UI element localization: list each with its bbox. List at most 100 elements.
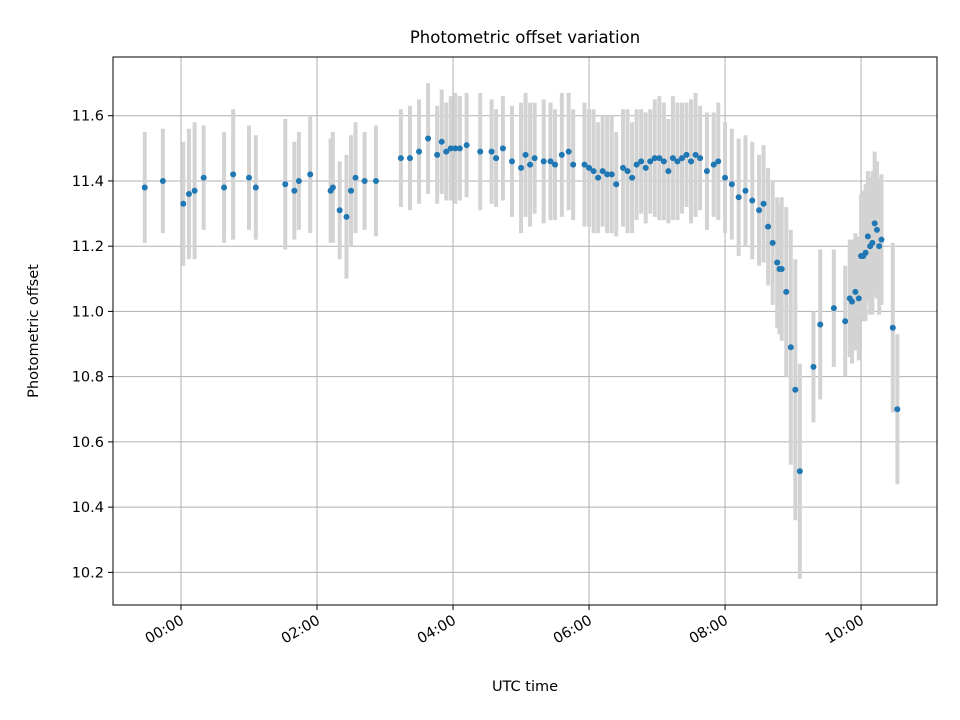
y-tick-label: 10.2 xyxy=(72,565,104,581)
data-point xyxy=(552,161,559,168)
plot-frame xyxy=(112,56,938,606)
chart-title: Photometric offset variation xyxy=(410,28,640,47)
data-point xyxy=(735,194,742,201)
data-point xyxy=(508,158,515,165)
data-point xyxy=(499,145,506,152)
data-point xyxy=(783,288,790,295)
data-point xyxy=(570,161,577,168)
data-point xyxy=(159,177,166,184)
data-point xyxy=(463,142,470,149)
data-point xyxy=(624,168,631,175)
data-point xyxy=(191,187,198,194)
data-point xyxy=(246,174,253,181)
data-point xyxy=(642,164,649,171)
data-point xyxy=(638,158,645,165)
data-point xyxy=(796,468,803,475)
data-point xyxy=(697,155,704,162)
data-point xyxy=(848,298,855,305)
y-tick-label: 10.8 xyxy=(72,370,104,386)
data-point xyxy=(683,151,690,158)
data-point xyxy=(252,184,259,191)
y-tick-label: 11.0 xyxy=(72,304,104,320)
data-point xyxy=(692,151,699,158)
data-point xyxy=(438,138,445,145)
data-point xyxy=(728,181,735,188)
data-point xyxy=(425,135,432,142)
data-point xyxy=(221,184,228,191)
data-point xyxy=(842,318,849,325)
data-point xyxy=(760,200,767,207)
data-point xyxy=(613,181,620,188)
data-point xyxy=(722,174,729,181)
data-point xyxy=(493,155,500,162)
data-point xyxy=(660,158,667,165)
data-point xyxy=(703,168,710,175)
data-point xyxy=(527,161,534,168)
data-point xyxy=(656,155,663,162)
y-tick-label: 11.6 xyxy=(72,109,104,125)
data-point xyxy=(688,158,695,165)
data-point xyxy=(581,161,588,168)
y-tick-label: 11.4 xyxy=(72,174,104,190)
data-point xyxy=(604,171,611,178)
data-point xyxy=(629,174,636,181)
data-point xyxy=(889,324,896,331)
y-axis-ticks: 10.2 10.4 10.6 10.8 11.0 11.2 11.4 11.6 xyxy=(72,109,113,581)
data-point xyxy=(620,164,627,171)
data-point xyxy=(787,344,794,351)
y-tick-label: 10.4 xyxy=(72,500,104,516)
data-point xyxy=(180,200,187,207)
data-point xyxy=(434,151,441,158)
data-point xyxy=(477,148,484,155)
data-point xyxy=(742,187,749,194)
data-point xyxy=(291,187,298,194)
data-point xyxy=(810,363,817,370)
data-point xyxy=(599,168,606,175)
data-point xyxy=(871,220,878,227)
data-point xyxy=(141,184,148,191)
data-point xyxy=(710,161,717,168)
data-points xyxy=(141,135,901,475)
data-point xyxy=(361,177,368,184)
data-point xyxy=(665,168,672,175)
data-point xyxy=(230,171,237,178)
data-point xyxy=(590,168,597,175)
data-point xyxy=(715,158,722,165)
data-point xyxy=(852,288,859,295)
data-point xyxy=(830,305,837,312)
data-point xyxy=(488,148,495,155)
data-point xyxy=(817,321,824,328)
data-point xyxy=(558,151,565,158)
data-point xyxy=(522,151,529,158)
data-point xyxy=(531,155,538,162)
data-point xyxy=(372,177,379,184)
data-point xyxy=(200,174,207,181)
data-point xyxy=(756,207,763,214)
data-point xyxy=(876,243,883,250)
data-point xyxy=(540,158,547,165)
data-point xyxy=(452,145,459,152)
data-point xyxy=(647,158,654,165)
data-point xyxy=(307,171,314,178)
data-point xyxy=(608,171,615,178)
data-point xyxy=(397,155,404,162)
data-point xyxy=(295,177,302,184)
y-tick-label: 10.6 xyxy=(72,435,104,451)
data-point xyxy=(651,155,658,162)
data-point xyxy=(348,187,355,194)
data-point xyxy=(352,174,359,181)
data-point xyxy=(894,406,901,413)
data-point xyxy=(343,213,350,220)
data-point xyxy=(447,145,454,152)
data-point xyxy=(873,226,880,233)
data-point xyxy=(329,184,336,191)
data-point xyxy=(862,249,869,256)
y-axis-label: Photometric offset xyxy=(26,264,42,398)
data-point xyxy=(778,266,785,273)
data-point xyxy=(586,164,593,171)
data-point xyxy=(765,223,772,230)
data-point xyxy=(855,295,862,302)
x-axis-label: UTC time xyxy=(492,679,558,695)
y-tick-label: 11.2 xyxy=(72,239,104,255)
